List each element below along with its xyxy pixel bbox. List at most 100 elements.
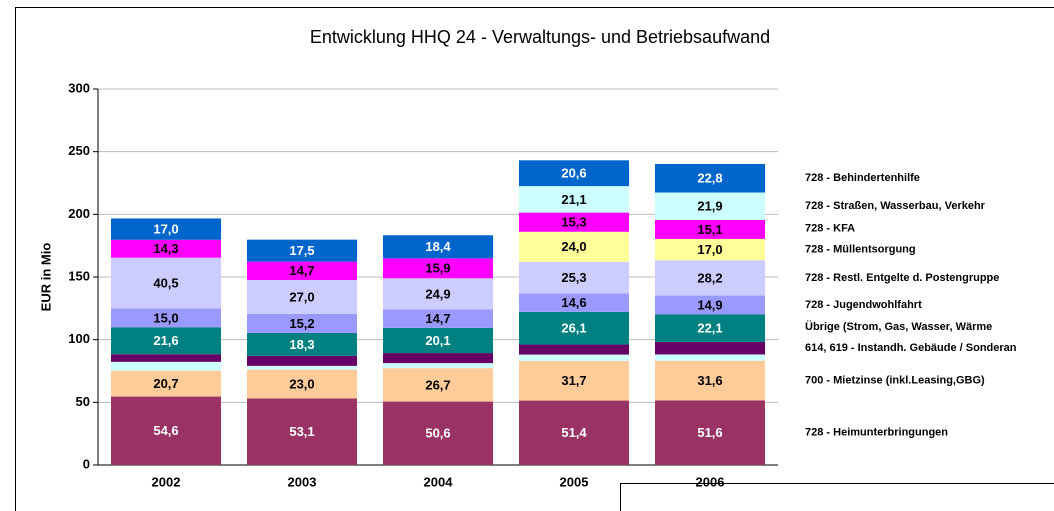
value-label: 14,7 [289, 263, 314, 278]
value-label: 26,7 [425, 377, 450, 392]
bar-segment [111, 361, 221, 371]
legend-label: Übrige (Strom, Gas, Wasser, Wärme [805, 320, 992, 333]
legend-label: 728 - Straßen, Wasserbau, Verkehr [805, 200, 986, 212]
bar-segment [247, 280, 357, 314]
bar-segment [519, 160, 629, 187]
bar-segment [519, 212, 629, 232]
value-label: 26,1 [561, 321, 586, 336]
legend-label: 728 - Heimunterbringungen [805, 427, 948, 439]
bar-segment [519, 400, 629, 465]
value-label: 51,6 [697, 425, 722, 440]
value-label: 53,1 [289, 424, 314, 439]
bar-segment [247, 369, 357, 399]
value-label: 51,4 [561, 425, 587, 440]
value-label: 18,4 [425, 239, 451, 254]
bar-segment [247, 261, 357, 281]
value-label: 18,3 [289, 337, 314, 352]
bar-segment [655, 163, 765, 193]
bar-segment [247, 398, 357, 465]
bar-segment [655, 360, 765, 401]
bar-segment [111, 239, 221, 258]
x-tick-label: 2004 [424, 474, 454, 489]
value-label: 15,0 [153, 310, 178, 325]
value-label: 14,9 [697, 297, 722, 312]
legend-label: 728 - Müllentsorgung [805, 243, 916, 255]
bar-segment [519, 186, 629, 213]
bar-segment [519, 354, 629, 361]
bar-segment [111, 218, 221, 240]
value-label: 15,9 [425, 261, 450, 276]
bar-segment [383, 401, 493, 465]
value-label: 17,5 [289, 243, 314, 258]
value-label: 31,7 [561, 373, 586, 388]
value-label: 14,3 [153, 241, 178, 256]
bar-segment [383, 258, 493, 279]
y-axis-label: EUR in Mio [38, 243, 53, 312]
value-label: 31,6 [697, 373, 722, 388]
bar-segment [519, 293, 629, 312]
value-label: 54,6 [153, 423, 178, 438]
value-label: 25,3 [561, 270, 586, 285]
bar-segment [655, 354, 765, 361]
value-label: 22,8 [697, 171, 722, 186]
value-label: 50,6 [425, 426, 450, 441]
value-label: 20,1 [425, 333, 450, 348]
bar-segment [383, 368, 493, 402]
y-tick-label: 50 [76, 394, 90, 409]
bar-segment [111, 327, 221, 355]
x-tick-label: 2006 [696, 474, 725, 489]
value-label: 22,1 [697, 321, 722, 336]
bar-segment [247, 239, 357, 262]
bar-segment [655, 295, 765, 315]
value-label: 40,5 [153, 276, 178, 291]
x-tick-label: 2003 [288, 474, 317, 489]
y-tick-label: 100 [68, 331, 90, 346]
bar-segment [519, 360, 629, 401]
chart-title: Entwicklung HHQ 24 - Verwaltungs- und Be… [310, 27, 770, 47]
value-label: 21,9 [697, 199, 722, 214]
value-label: 15,1 [697, 222, 722, 237]
bar-segment [519, 231, 629, 262]
bar-segment [655, 192, 765, 220]
y-tick-label: 150 [68, 268, 90, 283]
bar-segment [519, 311, 629, 345]
value-label: 20,6 [561, 166, 586, 181]
value-label: 24,0 [561, 239, 586, 254]
bar-segment [111, 354, 221, 362]
value-label: 17,0 [153, 222, 178, 237]
note-box [620, 483, 1054, 511]
bar-segment [383, 353, 493, 364]
value-label: 21,1 [561, 192, 586, 207]
y-tick-label: 0 [83, 456, 90, 471]
value-label: 21,6 [153, 333, 178, 348]
y-tick-label: 300 [68, 80, 90, 95]
bar-segment [383, 327, 493, 354]
bar-segment [383, 309, 493, 328]
value-label: 15,2 [289, 316, 314, 331]
legend-label: 728 - Behindertenhilfe [805, 172, 920, 184]
value-label: 27,0 [289, 289, 314, 304]
bar-segment [655, 219, 765, 239]
bar-segment [111, 370, 221, 397]
y-tick-label: 250 [68, 143, 90, 158]
bar-segment [111, 396, 221, 465]
value-label: 14,6 [561, 295, 586, 310]
legend-label: 728 - KFA [805, 222, 855, 234]
legend-label: 728 - Restl. Entgelte d. Postengruppe [805, 272, 999, 284]
legend-label: 728 - Jugendwohlfahrt [805, 299, 922, 311]
x-tick-label: 2005 [560, 474, 589, 489]
x-tick-label: 2002 [152, 474, 181, 489]
bar-segment [383, 278, 493, 310]
bar-segment [655, 260, 765, 296]
bar-segment [519, 261, 629, 294]
value-label: 15,3 [561, 215, 586, 230]
bar-segment [383, 235, 493, 259]
bar-segment [655, 238, 765, 261]
value-label: 28,2 [697, 270, 722, 285]
bar-segment [655, 341, 765, 355]
value-label: 17,0 [697, 242, 722, 257]
value-label: 24,9 [425, 286, 450, 301]
legend-label: 700 - Mietzinse (inkl.Leasing,GBG) [805, 374, 985, 386]
value-label: 23,0 [289, 376, 314, 391]
